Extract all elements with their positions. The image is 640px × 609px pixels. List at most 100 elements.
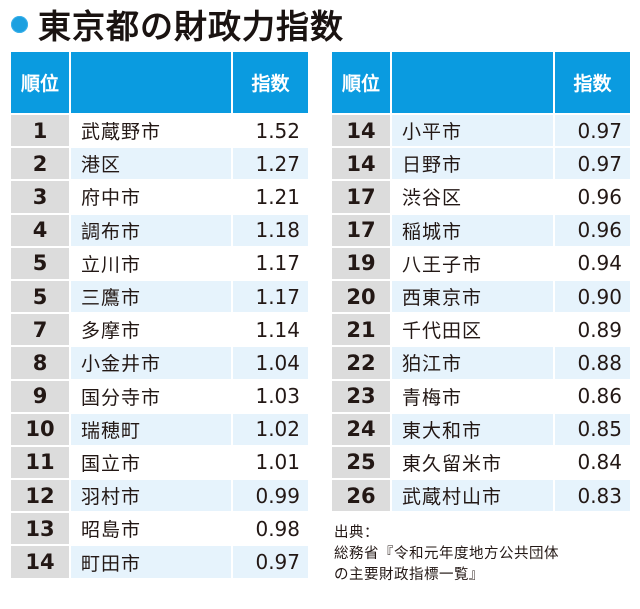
rank-cell: 5 — [11, 247, 69, 279]
rank-cell: 13 — [11, 513, 69, 545]
index-cell: 0.89 — [555, 314, 630, 346]
index-cell: 0.97 — [233, 546, 308, 578]
index-cell: 1.17 — [233, 247, 308, 279]
index-cell: 0.94 — [555, 247, 630, 279]
rank-cell: 11 — [11, 446, 69, 479]
table-header: 順位 指数 — [332, 52, 630, 113]
table-row: 22 狛江市 0.88 — [332, 347, 630, 379]
index-cell: 1.27 — [233, 148, 308, 180]
index-cell: 0.98 — [233, 513, 308, 545]
municipality-cell: 府中市 — [71, 181, 231, 213]
index-cell: 0.88 — [555, 347, 630, 379]
rank-cell: 5 — [11, 280, 69, 313]
table-row: 19 八王子市 0.94 — [332, 247, 630, 279]
rank-cell: 17 — [332, 181, 390, 213]
rank-cell: 4 — [11, 214, 69, 246]
ranking-table-left: 順位 指数 1 武蔵野市 1.52 2 港区 1.27 3 府中市 1.21 4 調布市 1.18 5 立… — [11, 52, 308, 580]
table-header: 順位 指数 — [11, 52, 308, 113]
index-cell: 0.99 — [233, 480, 308, 512]
index-cell: 1.18 — [233, 214, 308, 246]
municipality-cell: 狛江市 — [392, 347, 553, 379]
municipality-cell: 立川市 — [71, 247, 231, 279]
municipality-cell: 千代田区 — [392, 314, 553, 346]
table-body: 1 武蔵野市 1.52 2 港区 1.27 3 府中市 1.21 4 調布市 1.18 5 立川市 1.17… — [11, 115, 308, 578]
table-row: 3 府中市 1.21 — [11, 181, 308, 213]
table-row: 10 瑞穂町 1.02 — [11, 413, 308, 445]
table-row: 5 三鷹市 1.17 — [11, 280, 308, 313]
municipality-cell: 瑞穂町 — [71, 413, 231, 445]
page-title: 東京都の財政力指数 — [11, 2, 344, 46]
rank-cell: 14 — [332, 148, 390, 180]
rank-cell: 2 — [11, 148, 69, 180]
table-row: 17 稲城市 0.96 — [332, 214, 630, 246]
header-rank: 順位 — [332, 52, 390, 113]
municipality-cell: 港区 — [71, 148, 231, 180]
index-cell: 1.14 — [233, 314, 308, 346]
table-row: 12 羽村市 0.99 — [11, 480, 308, 512]
index-cell: 0.96 — [555, 181, 630, 213]
index-cell: 0.97 — [555, 148, 630, 180]
ranking-table-right: 順位 指数 14 小平市 0.97 14 日野市 0.97 17 渋谷区 0.96 17 稲城市 0.… — [332, 52, 630, 513]
source-text-line2: の主要財政指標一覧』 — [334, 567, 484, 583]
table-row: 25 東久留米市 0.84 — [332, 446, 630, 479]
municipality-cell: 武蔵村山市 — [392, 480, 553, 512]
rank-cell: 8 — [11, 347, 69, 379]
table-row: 5 立川市 1.17 — [11, 247, 308, 279]
municipality-cell: 小金井市 — [71, 347, 231, 379]
rank-cell: 19 — [332, 247, 390, 279]
header-name — [392, 52, 553, 113]
table-row: 24 東大和市 0.85 — [332, 413, 630, 445]
table-row: 9 国分寺市 1.03 — [11, 380, 308, 412]
municipality-cell: 昭島市 — [71, 513, 231, 545]
municipality-cell: 多摩市 — [71, 314, 231, 346]
index-cell: 1.02 — [233, 413, 308, 445]
rank-cell: 26 — [332, 480, 390, 512]
municipality-cell: 西東京市 — [392, 280, 553, 313]
header-rank: 順位 — [11, 52, 69, 113]
municipality-cell: 東久留米市 — [392, 446, 553, 479]
source-label: 出典： — [334, 525, 379, 541]
header-name — [71, 52, 231, 113]
table-row: 17 渋谷区 0.96 — [332, 181, 630, 213]
rank-cell: 1 — [11, 115, 69, 147]
municipality-cell: 日野市 — [392, 148, 553, 180]
page-title-text: 東京都の財政力指数 — [38, 7, 344, 46]
municipality-cell: 小平市 — [392, 115, 553, 147]
table-row: 4 調布市 1.18 — [11, 214, 308, 246]
rank-cell: 9 — [11, 380, 69, 412]
rank-cell: 17 — [332, 214, 390, 246]
table-row: 21 千代田区 0.89 — [332, 314, 630, 346]
municipality-cell: 町田市 — [71, 546, 231, 578]
municipality-cell: 渋谷区 — [392, 181, 553, 213]
index-cell: 1.03 — [233, 380, 308, 412]
rank-cell: 3 — [11, 181, 69, 213]
rank-cell: 10 — [11, 413, 69, 445]
municipality-cell: 東大和市 — [392, 413, 553, 445]
table-row: 7 多摩市 1.14 — [11, 314, 308, 346]
municipality-cell: 八王子市 — [392, 247, 553, 279]
rank-cell: 20 — [332, 280, 390, 313]
municipality-cell: 稲城市 — [392, 214, 553, 246]
index-cell: 0.90 — [555, 280, 630, 313]
municipality-cell: 国分寺市 — [71, 380, 231, 412]
table-row: 26 武蔵村山市 0.83 — [332, 480, 630, 512]
rank-cell: 14 — [11, 546, 69, 578]
table-row: 11 国立市 1.01 — [11, 446, 308, 479]
header-index: 指数 — [233, 52, 308, 113]
rank-cell: 25 — [332, 446, 390, 479]
header-index: 指数 — [555, 52, 630, 113]
index-cell: 0.97 — [555, 115, 630, 147]
rank-cell: 14 — [332, 115, 390, 147]
source-text-line1: 総務省『令和元年度地方公共団体 — [334, 546, 559, 562]
table-row: 8 小金井市 1.04 — [11, 347, 308, 379]
table-row: 14 町田市 0.97 — [11, 546, 308, 578]
index-cell: 1.21 — [233, 181, 308, 213]
table-row: 14 日野市 0.97 — [332, 148, 630, 180]
index-cell: 0.86 — [555, 380, 630, 412]
index-cell: 0.84 — [555, 446, 630, 479]
index-cell: 1.04 — [233, 347, 308, 379]
table-body: 14 小平市 0.97 14 日野市 0.97 17 渋谷区 0.96 17 稲城市 0.96 19 八王… — [332, 115, 630, 512]
rank-cell: 12 — [11, 480, 69, 512]
index-cell: 0.83 — [555, 480, 630, 512]
table-row: 1 武蔵野市 1.52 — [11, 115, 308, 147]
